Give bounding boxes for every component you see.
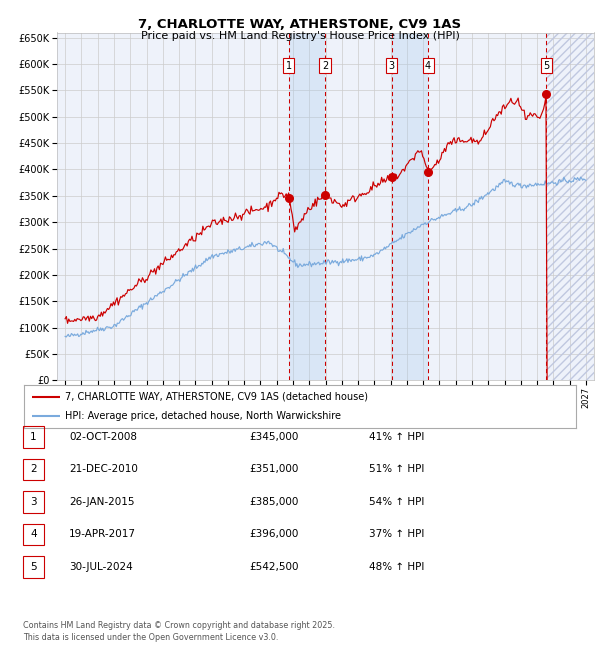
Text: 21-DEC-2010: 21-DEC-2010 bbox=[69, 464, 138, 474]
Text: Contains HM Land Registry data © Crown copyright and database right 2025.: Contains HM Land Registry data © Crown c… bbox=[23, 621, 335, 630]
Text: 3: 3 bbox=[30, 497, 37, 507]
Bar bbox=[392, 32, 428, 380]
Text: 5: 5 bbox=[30, 562, 37, 572]
Text: HPI: Average price, detached house, North Warwickshire: HPI: Average price, detached house, Nort… bbox=[65, 411, 341, 421]
Text: 48% ↑ HPI: 48% ↑ HPI bbox=[369, 562, 424, 572]
Text: Price paid vs. HM Land Registry's House Price Index (HPI): Price paid vs. HM Land Registry's House … bbox=[140, 31, 460, 40]
Text: 2: 2 bbox=[30, 464, 37, 474]
Text: 37% ↑ HPI: 37% ↑ HPI bbox=[369, 529, 424, 539]
Text: 26-JAN-2015: 26-JAN-2015 bbox=[69, 497, 134, 507]
Text: 1: 1 bbox=[30, 432, 37, 442]
Text: £345,000: £345,000 bbox=[249, 432, 298, 442]
Text: 54% ↑ HPI: 54% ↑ HPI bbox=[369, 497, 424, 507]
Text: 5: 5 bbox=[544, 60, 550, 71]
Text: £542,500: £542,500 bbox=[249, 562, 299, 572]
Text: 3: 3 bbox=[389, 60, 395, 71]
Text: 1: 1 bbox=[286, 60, 292, 71]
Text: 7, CHARLOTTE WAY, ATHERSTONE, CV9 1AS (detached house): 7, CHARLOTTE WAY, ATHERSTONE, CV9 1AS (d… bbox=[65, 392, 368, 402]
Text: 02-OCT-2008: 02-OCT-2008 bbox=[69, 432, 137, 442]
Text: 51% ↑ HPI: 51% ↑ HPI bbox=[369, 464, 424, 474]
Text: This data is licensed under the Open Government Licence v3.0.: This data is licensed under the Open Gov… bbox=[23, 633, 278, 642]
Text: 4: 4 bbox=[30, 529, 37, 539]
Text: 19-APR-2017: 19-APR-2017 bbox=[69, 529, 136, 539]
Text: £351,000: £351,000 bbox=[249, 464, 298, 474]
Text: 7, CHARLOTTE WAY, ATHERSTONE, CV9 1AS: 7, CHARLOTTE WAY, ATHERSTONE, CV9 1AS bbox=[139, 18, 461, 31]
Text: 4: 4 bbox=[425, 60, 431, 71]
Text: £396,000: £396,000 bbox=[249, 529, 298, 539]
Text: 41% ↑ HPI: 41% ↑ HPI bbox=[369, 432, 424, 442]
Bar bbox=[289, 32, 325, 380]
Text: 30-JUL-2024: 30-JUL-2024 bbox=[69, 562, 133, 572]
Text: £385,000: £385,000 bbox=[249, 497, 298, 507]
Text: 2: 2 bbox=[322, 60, 328, 71]
